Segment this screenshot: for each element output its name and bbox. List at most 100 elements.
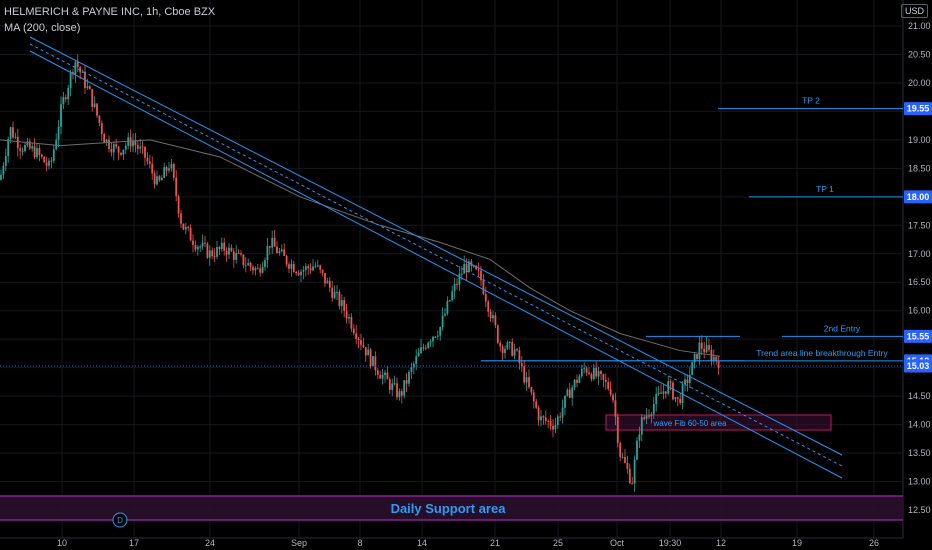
candle-body xyxy=(432,336,434,342)
candle-body xyxy=(552,425,554,430)
candle-body xyxy=(540,416,542,421)
candle-body xyxy=(487,301,490,312)
candle-body xyxy=(448,300,451,302)
candle-body xyxy=(664,391,667,394)
symbol-title[interactable]: HELMERICH & PAYNE INC, 1h, Cboe BZX xyxy=(4,6,216,18)
candle-body xyxy=(489,311,492,319)
candle-body xyxy=(360,340,362,345)
candle-body xyxy=(43,156,46,163)
candle-body xyxy=(501,346,504,353)
candle-body xyxy=(554,425,557,430)
candle-body xyxy=(180,213,182,224)
candle-body xyxy=(652,403,655,415)
candle-body xyxy=(52,149,55,162)
candle-body xyxy=(189,227,192,241)
candle-body xyxy=(254,268,257,271)
candle-body xyxy=(352,328,355,334)
x-tick-label: 25 xyxy=(553,538,563,548)
candle-body xyxy=(367,349,370,356)
candle-body xyxy=(523,366,526,383)
y-tick-label: 13.00 xyxy=(908,477,931,487)
candle-body xyxy=(388,379,391,390)
candle-body xyxy=(456,283,458,285)
candle-body xyxy=(559,416,562,418)
candle-body xyxy=(602,374,605,380)
candle-body xyxy=(384,372,386,375)
indicator-label[interactable]: MA (200, close) xyxy=(4,22,81,34)
candle-body xyxy=(158,176,161,181)
candle-body xyxy=(712,356,715,361)
candle-body xyxy=(136,144,139,149)
candle-body xyxy=(472,265,475,267)
candle-body xyxy=(492,315,494,319)
candle-body xyxy=(631,483,634,485)
candle-body xyxy=(100,123,103,135)
candle-body xyxy=(616,416,619,443)
candle-body xyxy=(304,266,307,271)
level-label: 2nd Entry xyxy=(824,323,861,333)
candle-body xyxy=(441,315,444,328)
candle-body xyxy=(307,266,310,269)
candle-body xyxy=(266,246,269,261)
candle-body xyxy=(667,381,670,394)
candle-body xyxy=(669,381,672,383)
candle-body xyxy=(396,383,398,398)
x-tick-label: 26 xyxy=(869,538,879,548)
candle-body xyxy=(422,347,425,349)
candle-body xyxy=(235,252,238,260)
candle-body xyxy=(691,362,694,375)
candle-body xyxy=(134,141,137,145)
candle-body xyxy=(475,265,478,270)
daily-support-area xyxy=(0,496,903,520)
candle-body xyxy=(319,265,322,270)
candle-body xyxy=(81,71,84,73)
price-tag xyxy=(904,190,932,204)
candle-body xyxy=(86,86,89,88)
y-tick-label: 19.00 xyxy=(908,135,931,145)
candle-body xyxy=(588,372,590,375)
candle-body xyxy=(247,263,250,266)
candle-body xyxy=(326,280,329,284)
candle-body xyxy=(240,253,242,255)
candle-body xyxy=(556,416,559,426)
level-label: TP 2 xyxy=(802,96,820,106)
candle-body xyxy=(468,261,470,273)
y-tick-label: 14.00 xyxy=(908,420,931,430)
candle-body xyxy=(292,263,295,272)
candle-body xyxy=(674,397,677,400)
daily-marker-label: D xyxy=(117,516,123,525)
fib-area-box xyxy=(605,414,832,431)
y-tick-label: 12.50 xyxy=(908,505,931,515)
candle-body xyxy=(312,266,314,271)
level-label: Trend area line breakthrough Entry xyxy=(756,348,888,358)
candle-body xyxy=(331,287,334,299)
candle-body xyxy=(340,300,343,307)
candle-body xyxy=(684,379,686,385)
candle-body xyxy=(696,354,698,360)
candle-body xyxy=(196,246,199,250)
candle-body xyxy=(705,345,708,353)
x-tick-label: 21 xyxy=(490,538,500,548)
candle-body xyxy=(703,348,706,353)
candle-body xyxy=(350,317,353,329)
candles-layer xyxy=(0,54,720,492)
candle-body xyxy=(120,152,122,155)
candle-body xyxy=(343,300,346,311)
candle-body xyxy=(259,268,262,273)
candle-body xyxy=(60,104,62,127)
candle-body xyxy=(480,270,482,281)
candle-body xyxy=(374,356,377,371)
candle-body xyxy=(220,242,223,249)
candle-body xyxy=(614,400,617,417)
candle-body xyxy=(357,339,360,341)
candle-body xyxy=(295,271,298,274)
candle-body xyxy=(19,148,22,152)
candle-body xyxy=(580,368,583,377)
candle-body xyxy=(88,86,91,90)
candle-body xyxy=(436,335,439,337)
candle-body xyxy=(583,368,586,370)
candle-body xyxy=(98,115,101,124)
currency-badge[interactable]: USD xyxy=(900,4,928,18)
candle-body xyxy=(648,415,650,417)
